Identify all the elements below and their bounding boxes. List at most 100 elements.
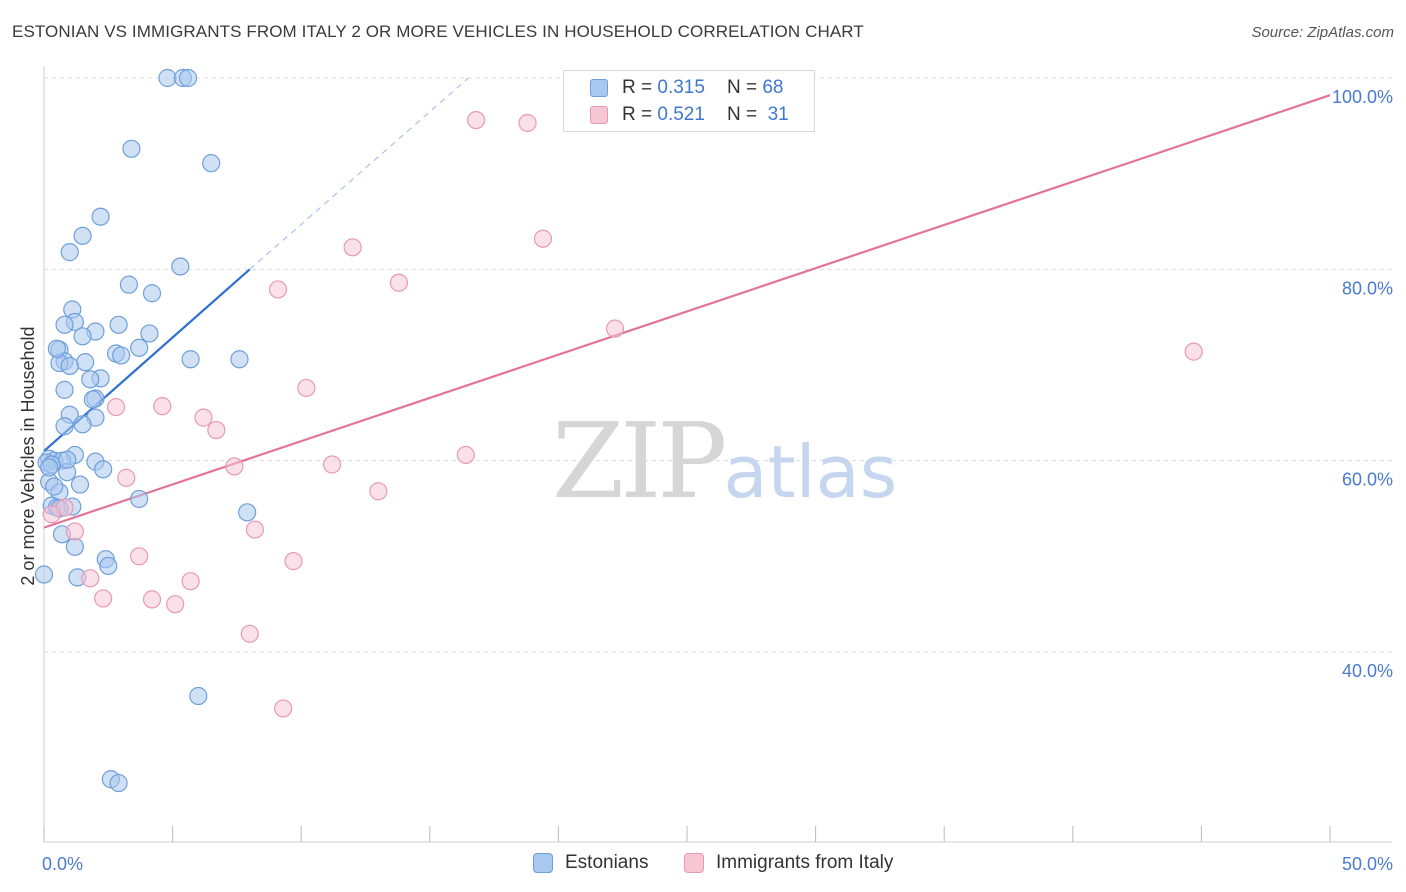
point-immigrants-from-italy [456,445,475,465]
point-immigrants-from-italy [240,624,259,643]
legend-label: Estonians [565,852,649,873]
point-estonians [91,207,110,226]
point-immigrants-from-italy [106,397,126,417]
point-estonians [47,339,66,358]
legend-label: Immigrants from Italy [716,852,894,873]
r-value: 0.315 [657,77,705,98]
point-estonians [238,503,257,522]
point-estonians [55,315,74,334]
point-estonians [55,380,74,399]
point-estonians [158,68,177,88]
y-tick-label: 80.0% [1342,278,1393,298]
legend-row-estonians: R = 0.315 N = 68 [564,75,783,101]
point-estonians [34,565,54,584]
point-estonians [119,275,138,294]
point-estonians [73,226,92,245]
r-label: R = [622,77,653,98]
n-value: 68 [762,77,784,98]
legend-swatch-italy [590,106,608,124]
point-estonians [45,477,64,496]
point-estonians [122,139,141,158]
point-immigrants-from-italy [42,505,61,524]
watermark: ZIPatlas [552,400,897,522]
watermark-zip: ZIP [552,400,727,522]
point-estonians [83,390,102,409]
point-estonians [94,460,113,479]
y-tick-label: 60.0% [1342,470,1393,490]
point-immigrants-from-italy [533,229,553,248]
legend-swatch-estonians [590,79,608,97]
point-estonians [65,537,84,556]
point-immigrants-from-italy [130,547,149,566]
point-immigrants-from-italy [1184,342,1203,361]
point-immigrants-from-italy [81,569,100,588]
point-immigrants-from-italy [297,378,316,398]
point-estonians [142,284,162,303]
y-axis-title: 2 or more Vehicles in Household [18,326,38,585]
chart-title: ESTONIAN VS IMMIGRANTS FROM ITALY 2 OR M… [12,22,864,41]
point-estonians [70,475,90,494]
series-legend: Estonians Immigrants from Italy [0,852,1406,878]
trend-extension-dashed [249,77,469,270]
point-estonians [73,415,92,434]
point-immigrants-from-italy [369,482,388,501]
r-label: R = [622,104,653,125]
n-label: N = [726,77,758,98]
legend-item-italy[interactable]: Immigrants from Italy [684,852,893,874]
n-label: N = [726,104,758,125]
point-immigrants-from-italy [389,273,409,292]
point-immigrants-from-italy [142,590,162,609]
x-tick-label: 50.0% [1342,854,1393,874]
point-immigrants-from-italy [343,238,362,257]
point-immigrants-from-italy [65,522,84,541]
point-estonians [178,68,198,88]
source-label: Source: ZipAtlas.com [1251,24,1394,41]
point-immigrants-from-italy [268,280,288,299]
data-points [34,68,1203,793]
y-tick-label: 100.0% [1332,87,1393,107]
point-estonians [202,154,221,173]
legend-swatch-estonians [533,853,553,873]
point-estonians [109,773,128,793]
point-estonians [40,458,59,477]
point-estonians [230,350,249,369]
point-immigrants-from-italy [194,408,213,427]
point-immigrants-from-italy [181,572,200,591]
point-estonians [60,356,79,376]
point-estonians [171,257,190,276]
point-immigrants-from-italy [207,420,226,440]
point-immigrants-from-italy [518,113,537,133]
r-value: 0.521 [657,104,705,125]
point-estonians [130,338,149,357]
point-immigrants-from-italy [225,457,244,476]
point-immigrants-from-italy [245,520,265,539]
point-immigrants-from-italy [466,110,486,130]
point-immigrants-from-italy [117,468,136,487]
point-immigrants-from-italy [153,397,172,416]
point-estonians [55,417,74,436]
x-tick-label: 0.0% [42,854,83,874]
tick-labels: 40.0% 60.0% 80.0% 100.0% 0.0% 50.0% [42,87,1393,874]
point-estonians [73,327,92,346]
point-immigrants-from-italy [94,589,113,608]
point-immigrants-from-italy [274,699,293,718]
correlation-legend: R = 0.315 N = 68 R = 0.521 N = 31 [563,70,815,132]
point-immigrants-from-italy [284,552,303,571]
point-immigrants-from-italy [166,595,185,614]
legend-swatch-italy [684,853,704,873]
point-estonians [99,556,118,576]
point-estonians [181,350,200,369]
n-value: 31 [767,104,789,125]
point-estonians [81,370,100,389]
point-estonians [130,489,149,509]
point-estonians [140,324,159,343]
legend-row-italy: R = 0.521 N = 31 [564,102,789,128]
legend-item-estonians[interactable]: Estonians [533,852,648,874]
point-estonians [112,346,131,365]
point-immigrants-from-italy [605,319,625,338]
point-estonians [189,686,208,706]
watermark-atlas: atlas [723,430,898,514]
trend-immigrants-from-italy [43,94,1331,529]
y-tick-label: 40.0% [1342,661,1393,681]
